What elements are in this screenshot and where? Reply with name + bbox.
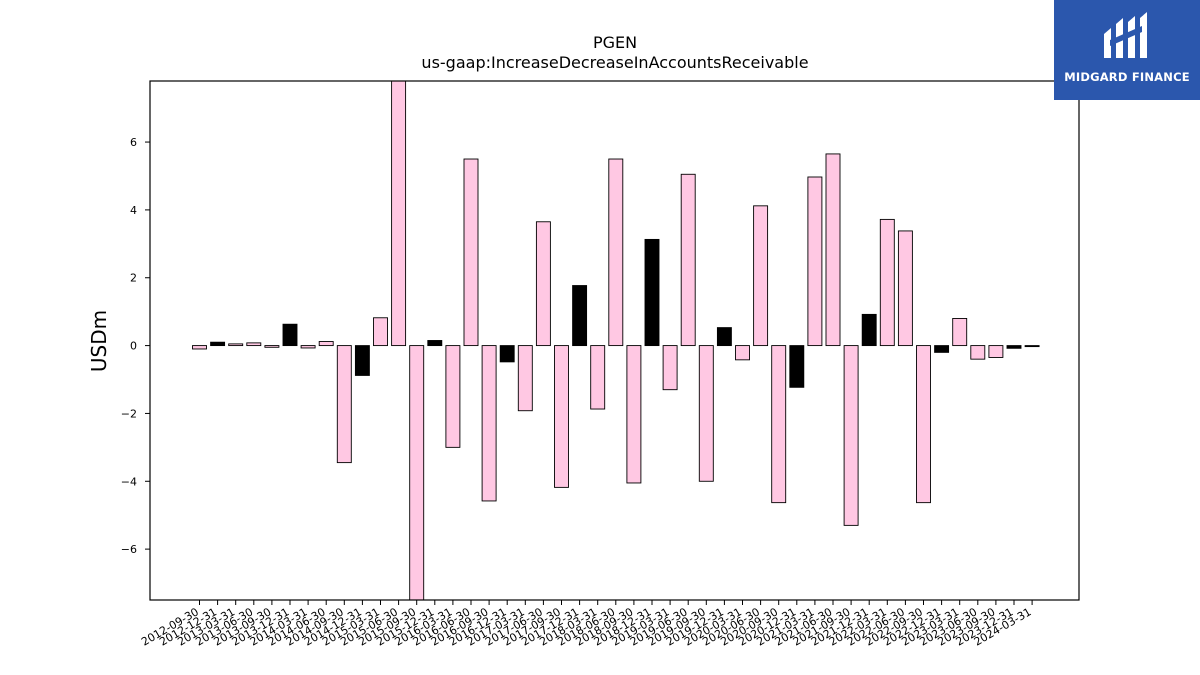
bar-2014-12-31 [354, 345, 370, 376]
brand-logo: MIDGARD FINANCE [1054, 0, 1200, 100]
bar-2018-09-30 [626, 345, 642, 484]
bar-2020-09-30 [771, 345, 787, 504]
brand-name: MIDGARD FINANCE [1064, 70, 1190, 84]
y-axis-label: USDm [87, 310, 111, 372]
midgard-logo-icon [1104, 12, 1147, 58]
y-tick-label: 0 [130, 340, 137, 353]
bar-2017-09-30 [554, 345, 569, 488]
bar-2015-12-31 [427, 340, 443, 347]
y-axis: −6 −4 −2 0 2 4 6 [121, 136, 150, 556]
bar-2019-12-31 [716, 327, 732, 347]
bar-2013-03-31 [228, 343, 244, 347]
bar-2018-03-31 [590, 345, 606, 410]
bar-2023-03-31 [952, 318, 968, 347]
bar-2015-09-30 [409, 345, 425, 601]
bar-2019-03-31 [662, 345, 678, 391]
bar-2022-12-31 [934, 345, 950, 353]
bar-2020-06-30 [753, 205, 769, 347]
bar-2020-03-31 [735, 345, 750, 361]
bar-2023-06-30 [970, 345, 986, 360]
bar-2015-06-30 [391, 80, 407, 347]
bar-2023-09-30 [988, 345, 1004, 358]
bar-2016-09-30 [481, 345, 497, 502]
bar-2022-06-30 [897, 230, 913, 347]
bar-2014-06-30 [318, 341, 334, 347]
y-tick-label: −2 [121, 407, 137, 420]
bar-2014-03-31 [300, 345, 316, 349]
bar-2021-09-30 [843, 345, 859, 526]
bar-2017-12-31 [572, 285, 588, 347]
bar-2017-03-31 [517, 345, 533, 412]
chart-subtitle: us-gaap:IncreaseDecreaseInAccountsReceiv… [421, 53, 808, 72]
y-tick-label: 2 [130, 272, 137, 285]
bar-2023-12-31 [1006, 345, 1022, 349]
bar-2018-06-30 [608, 158, 624, 347]
bar-2024-03-31 [1024, 345, 1040, 348]
bar-2012-12-31 [210, 341, 226, 347]
bar-2019-06-30 [680, 173, 696, 347]
bar-2022-03-31 [879, 218, 895, 347]
bar-2016-03-31 [445, 345, 461, 448]
plot-frame [149, 80, 1080, 601]
bar-2017-06-30 [535, 221, 551, 347]
bar-2012-09-30 [192, 345, 207, 350]
bar-2013-06-30 [246, 342, 262, 347]
bar-2021-03-31 [807, 176, 823, 347]
bar-2021-06-30 [825, 153, 841, 347]
x-axis: 2012-09-302012-12-312013-03-312013-06-30… [139, 600, 1034, 649]
bar-2018-12-31 [644, 238, 660, 347]
bar-2015-03-31 [373, 317, 388, 347]
bar-2021-12-31 [861, 313, 877, 347]
bar-2016-12-31 [499, 345, 515, 363]
bar-2022-09-30 [916, 345, 931, 504]
y-tick-label: 4 [130, 204, 137, 217]
bar-2013-12-31 [282, 323, 298, 347]
bar-2013-09-30 [264, 345, 280, 348]
bar-2020-12-31 [789, 345, 805, 388]
bar-2016-06-30 [463, 158, 479, 347]
y-tick-label: −4 [121, 475, 137, 488]
bar-2019-09-30 [698, 345, 714, 482]
bars-layer [192, 80, 1040, 601]
bar-2014-09-30 [336, 345, 352, 464]
chart-title: PGEN [593, 33, 637, 52]
y-tick-label: 6 [130, 136, 137, 149]
y-tick-label: −6 [121, 543, 137, 556]
